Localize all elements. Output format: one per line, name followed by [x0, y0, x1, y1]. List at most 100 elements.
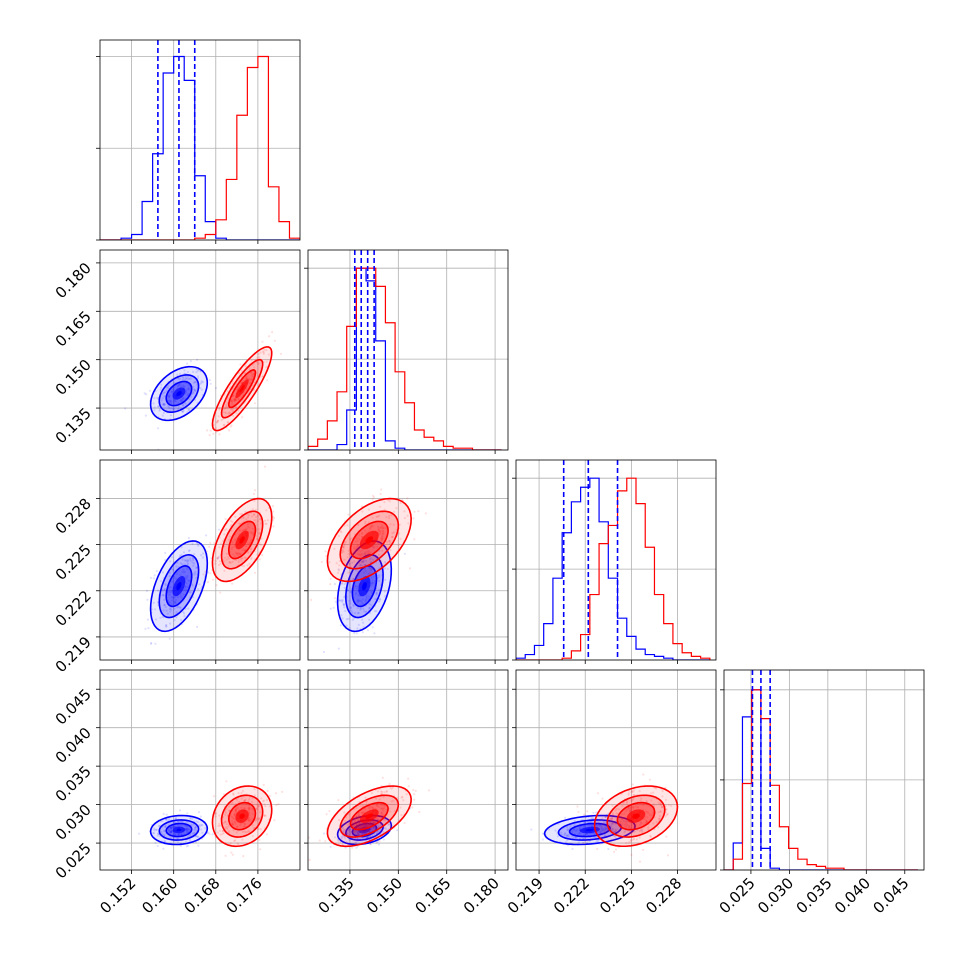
- sample-point: [670, 804, 673, 808]
- sample-point: [333, 547, 336, 550]
- histogram-marks: [308, 250, 502, 450]
- sample-point: [233, 400, 236, 403]
- sample-point: [230, 400, 234, 403]
- sample-point: [368, 606, 371, 609]
- sample-point: [256, 553, 259, 556]
- sample-point: [625, 810, 628, 813]
- sample-point: [324, 840, 327, 843]
- sample-point: [187, 844, 190, 847]
- sample-point: [665, 835, 668, 838]
- sample-point: [346, 589, 349, 592]
- sample-point: [652, 803, 655, 806]
- sample-point: [547, 828, 550, 831]
- sample-point: [233, 839, 236, 843]
- sample-point: [194, 827, 197, 830]
- sample-point: [177, 833, 180, 836]
- sample-point: [381, 535, 384, 538]
- contour-line: [158, 553, 200, 619]
- contour-line: [568, 822, 611, 838]
- sample-point: [242, 515, 245, 519]
- sample-point: [338, 564, 341, 567]
- sample-point: [399, 537, 402, 540]
- sample-point: [248, 377, 251, 380]
- sample-point: [413, 798, 416, 801]
- sample-point: [226, 814, 229, 817]
- sample-point: [369, 569, 372, 572]
- sample-point: [258, 531, 261, 534]
- sample-point: [362, 607, 365, 610]
- sample-point: [219, 562, 222, 565]
- sample-point: [361, 560, 365, 563]
- sample-point: [250, 538, 253, 541]
- sample-point: [402, 799, 405, 802]
- sample-point: [399, 806, 402, 809]
- sample-point: [328, 561, 331, 564]
- sample-point: [334, 836, 337, 839]
- sample-point: [170, 603, 173, 606]
- sample-point: [181, 410, 184, 413]
- sample-point: [376, 515, 379, 518]
- sample-point: [247, 819, 251, 822]
- sample-point: [223, 533, 226, 536]
- sample-point: [386, 541, 389, 544]
- sample-point: [354, 612, 357, 615]
- sample-point: [360, 811, 363, 814]
- sample-point: [218, 433, 221, 436]
- sample-point: [639, 828, 642, 831]
- sample-point: [658, 817, 661, 820]
- sample-point: [638, 830, 641, 833]
- sample-point: [626, 808, 629, 811]
- sample-point: [647, 826, 650, 829]
- sample-point: [623, 823, 627, 826]
- sample-point: [216, 557, 219, 560]
- sample-point: [255, 807, 258, 810]
- sample-point: [377, 525, 380, 528]
- sample-point: [234, 809, 237, 812]
- sample-point: [378, 574, 381, 577]
- sample-point: [224, 810, 227, 813]
- sample-point: [256, 803, 259, 806]
- sample-point: [150, 641, 153, 644]
- sample-point: [163, 403, 166, 406]
- sample-point: [243, 825, 246, 828]
- sample-point: [176, 606, 179, 609]
- sample-point: [403, 552, 406, 555]
- sample-point: [595, 826, 599, 830]
- sample-point: [238, 552, 241, 555]
- sample-point: [199, 387, 202, 390]
- sample-point: [228, 538, 231, 541]
- histogram-panel-1: [96, 39, 301, 244]
- sample-point: [611, 827, 614, 830]
- sample-point: [364, 563, 367, 567]
- sample-point: [379, 526, 382, 529]
- sample-point: [379, 527, 382, 530]
- sample-point: [238, 522, 241, 525]
- sample-point: [235, 412, 238, 415]
- sample-point: [181, 410, 185, 413]
- contour-line: [165, 822, 193, 838]
- sample-point: [194, 826, 197, 829]
- sample-point: [235, 406, 238, 409]
- sample-point: [178, 377, 181, 380]
- sample-point: [592, 811, 595, 814]
- sample-point: [163, 588, 166, 591]
- sample-point: [262, 352, 265, 355]
- sample-point: [361, 549, 364, 552]
- sample-point: [163, 603, 166, 607]
- sample-point: [381, 527, 385, 530]
- sample-point: [349, 607, 352, 610]
- sample-point: [367, 822, 370, 825]
- sample-point: [414, 789, 417, 792]
- sample-point: [144, 414, 147, 417]
- sample-point: [186, 586, 189, 589]
- sample-point: [352, 547, 356, 550]
- sample-point: [352, 603, 355, 606]
- sample-point: [386, 567, 389, 571]
- x-tick-label-p2: 0.165: [411, 874, 454, 917]
- sample-point: [241, 830, 244, 833]
- sample-point: [233, 812, 236, 815]
- sample-point: [178, 383, 181, 386]
- sample-point: [388, 539, 391, 542]
- sample-point: [181, 570, 184, 573]
- sample-point: [374, 807, 377, 810]
